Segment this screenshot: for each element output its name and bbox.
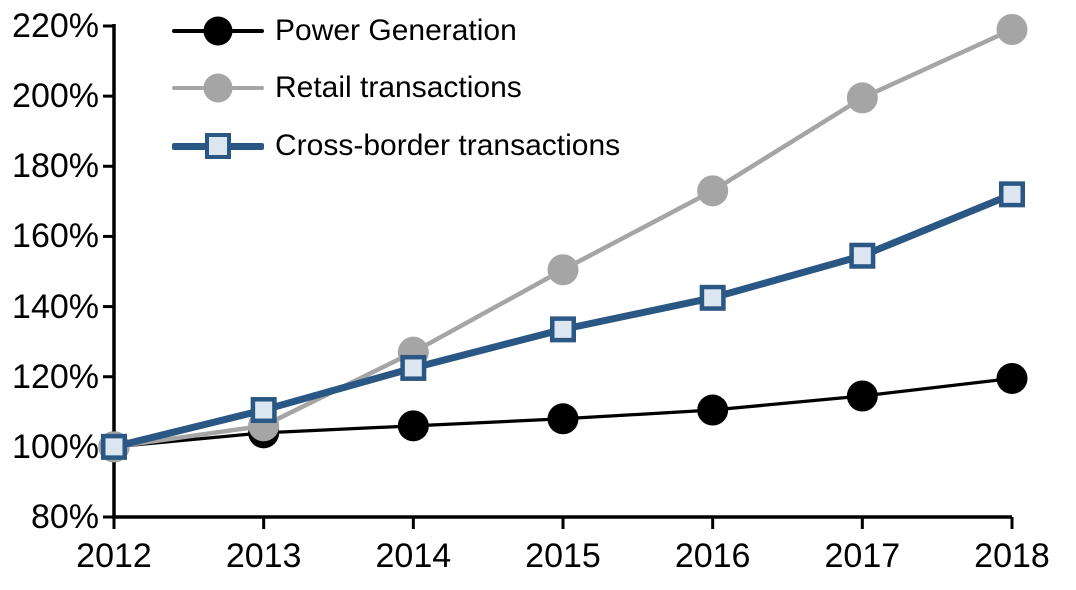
cross-border-transactions-marker — [550, 316, 576, 343]
legend-item-cross-border-transactions: Cross-border transactions — [172, 128, 620, 164]
legend-label: Cross-border transactions — [275, 129, 621, 162]
retail-transactions-marker — [697, 175, 729, 207]
power-generation-marker — [397, 410, 429, 442]
legend-item-power-generation: Power Generation — [172, 13, 517, 49]
power-generation-marker — [996, 362, 1028, 394]
legend-line-sample — [172, 128, 264, 164]
cross-border-transactions-marker — [999, 181, 1025, 208]
power-generation-marker — [846, 380, 878, 412]
circle-marker-icon — [203, 73, 233, 103]
legend-label: Power Generation — [275, 14, 517, 47]
cross-border-transactions-marker — [400, 354, 427, 381]
legend-line-sample — [172, 13, 264, 49]
power-generation-marker — [547, 403, 579, 435]
retail-transactions-marker — [996, 14, 1028, 46]
cross-border-transactions-marker — [699, 284, 726, 311]
legend-item-retail-transactions: Retail transactions — [172, 70, 522, 106]
retail-transactions-marker — [846, 82, 878, 114]
legend-line-sample — [172, 70, 264, 106]
cross-border-transactions-marker — [849, 242, 876, 269]
retail-transactions-marker — [547, 254, 579, 286]
power-generation-marker — [697, 394, 729, 426]
square-marker-icon — [205, 133, 231, 159]
cross-border-transactions-marker — [250, 397, 277, 424]
legend-label: Retail transactions — [275, 71, 522, 104]
cross-border-transactions-marker — [101, 433, 127, 460]
circle-marker-icon — [203, 16, 233, 46]
